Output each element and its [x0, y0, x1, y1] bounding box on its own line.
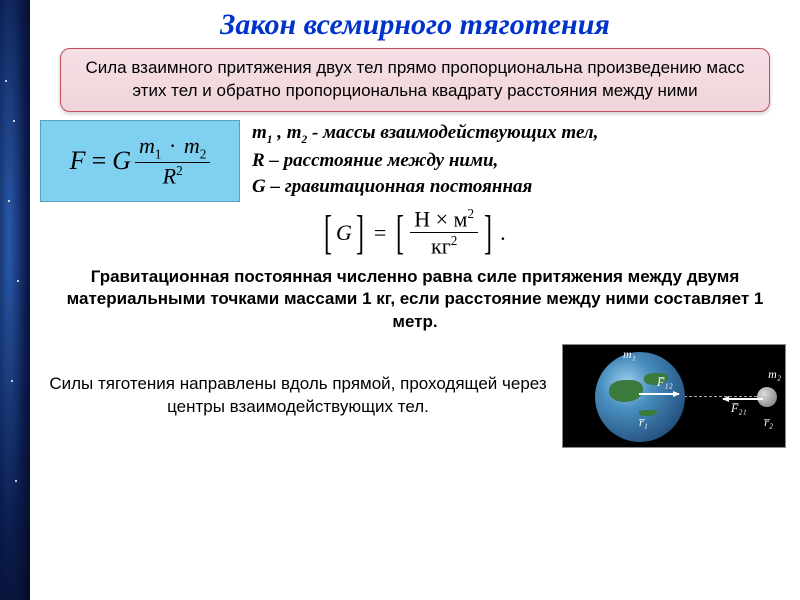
label-F12: F̅₁₂: [657, 375, 673, 390]
formula-const: G: [112, 146, 131, 176]
label-r1: r̅₁: [639, 415, 648, 430]
gravity-formula-box: F = G m1 · m2 R2: [40, 120, 240, 202]
units-den-sup: 2: [451, 233, 458, 248]
den-sup: 2: [176, 163, 183, 178]
legend-line-distance: R – расстояние между ними,: [252, 148, 790, 174]
units-expression: [ G ] = [ Н × м2 кг2 ] .: [320, 206, 790, 260]
gravitational-constant-paragraph: Гравитационная постоянная численно равна…: [46, 266, 784, 335]
num-m1: m: [139, 133, 155, 158]
slide-page: Закон всемирного тяготения Сила взаимног…: [30, 0, 800, 600]
formula-lhs: F: [70, 146, 86, 176]
units-fraction: Н × м2 кг2: [410, 206, 478, 260]
units-G: G: [336, 220, 352, 246]
den-R: R: [163, 163, 176, 188]
units-period: .: [500, 220, 506, 246]
label-m1: m₁: [623, 347, 636, 362]
page-title: Закон всемирного тяготения: [40, 8, 790, 42]
bottom-row: Силы тяготения направлены вдоль прямой, …: [44, 344, 786, 448]
num-sub2: 2: [200, 146, 207, 161]
formula-and-legend-row: F = G m1 · m2 R2 m1 , m2 - массы взаимод…: [40, 120, 790, 202]
bracket-close-2: ]: [484, 209, 492, 257]
units-num: Н × м: [414, 206, 467, 231]
bracket-open-2: [: [396, 209, 404, 257]
legend-m2-pre: , m: [272, 122, 301, 143]
law-definition-box: Сила взаимного притяжения двух тел прямо…: [60, 48, 770, 112]
earth-moon-diagram: m₁ m₂ F̅₁₂ F̅₂₁ r̅₁ r̅₂: [562, 344, 786, 448]
num-m2: m: [184, 133, 200, 158]
legend-masses-text: - массы взаимодействующих тел,: [307, 122, 598, 143]
num-dot: ·: [169, 133, 176, 158]
label-F21: F̅₂₁: [731, 401, 747, 416]
label-m2: m₂: [768, 367, 781, 382]
space-background-strip: [0, 0, 30, 600]
moon-icon: [757, 387, 777, 407]
force-arrow-F21: [723, 398, 763, 400]
legend-line-masses: m1 , m2 - массы взаимодействующих тел,: [252, 120, 790, 148]
legend-line-constant: G – гравитационная постоянная: [252, 174, 790, 200]
num-sub1: 1: [155, 146, 162, 161]
legend-m: m: [252, 122, 267, 143]
force-arrow-F12: [639, 393, 679, 395]
units-num-sup: 2: [467, 206, 474, 221]
bracket-open-1: [: [324, 209, 332, 257]
label-r2: r̅₂: [764, 415, 773, 430]
variable-legend: m1 , m2 - массы взаимодействующих тел, R…: [252, 120, 790, 199]
force-direction-paragraph: Силы тяготения направлены вдоль прямой, …: [44, 373, 552, 419]
formula-fraction: m1 · m2 R2: [135, 133, 210, 190]
units-eq: =: [374, 220, 386, 246]
bracket-close-1: ]: [356, 209, 364, 257]
units-den: кг: [431, 234, 451, 259]
formula-eq: =: [92, 146, 107, 176]
